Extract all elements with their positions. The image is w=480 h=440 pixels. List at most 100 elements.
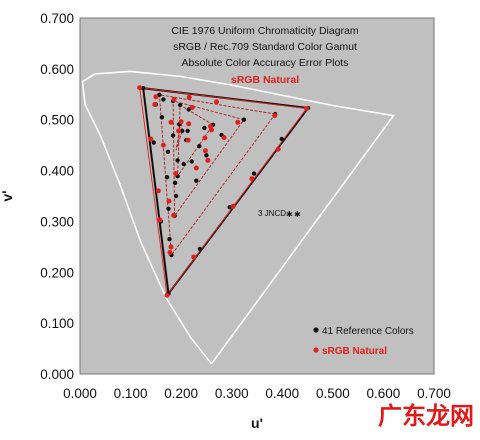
data-points: [137, 85, 311, 298]
title-line-2: sRGB / Rec.709 Standard Color Gamut: [173, 41, 357, 53]
y-tick-label: 0.200: [40, 265, 74, 280]
title-line-1: CIE 1976 Uniform Chromaticity Diagram: [171, 25, 359, 37]
watermark-text: 广东龙网: [378, 402, 474, 430]
reference-point: [251, 171, 257, 176]
srgb-natural-point: [171, 96, 177, 102]
y-tick-label: 0.700: [40, 11, 74, 26]
reference-point: [279, 136, 284, 142]
reference-point: [175, 158, 180, 163]
reference-point: [204, 153, 209, 158]
gamut-triangles: [139, 87, 310, 297]
srgb-natural-point: [168, 119, 174, 125]
srgb-natural-point: [178, 119, 184, 125]
srgb-natural-point: [214, 99, 219, 105]
srgb-natural-point: [185, 137, 191, 143]
reference-point: [157, 92, 162, 98]
srgb-natural-point: [171, 212, 177, 218]
legend-label-reference: 41 Reference Colors: [322, 326, 414, 337]
y-tick-label: 0.400: [40, 164, 74, 179]
reference-point: [241, 117, 247, 122]
x-tick-label: 0.300: [215, 386, 249, 401]
x-tick-label: 0.400: [265, 386, 299, 401]
legend-label-srgb: sRGB Natural: [322, 346, 387, 357]
reference-point: [170, 133, 176, 138]
srgb-natural-point: [304, 106, 310, 111]
reference-point: [197, 246, 203, 252]
x-tick-label: 0.100: [114, 386, 148, 401]
srgb-natural-point: [249, 176, 255, 182]
srgb-natural-point: [221, 135, 227, 140]
locus-line: [81, 70, 395, 365]
srgb-natural-point: [189, 105, 195, 110]
legend-marker-srgb: [313, 347, 319, 353]
srgb-natural-point: [209, 127, 214, 133]
reference-point: [166, 206, 171, 211]
y-tick-label: 0.500: [40, 113, 74, 128]
srgb-natural-point: [157, 217, 163, 223]
srgb-natural-point: [160, 142, 166, 148]
gamut-triangle: [175, 119, 183, 151]
reference-point: [173, 193, 179, 199]
title-highlight: sRGB Natural: [231, 74, 299, 86]
tick-labels: 0.000 0.100 0.200 0.300 0.400 0.500 0.600 0.700…: [40, 11, 451, 401]
chart-title: CIE 1976 Uniform Chromaticity Diagram sR…: [171, 25, 359, 86]
y-axis-label: v': [0, 190, 15, 201]
reference-point: [165, 149, 171, 154]
jncd-annotation: 3 JNCD: [258, 209, 286, 218]
reference-point: [181, 161, 186, 167]
srgb-natural-point: [152, 102, 158, 107]
srgb-natural-point: [230, 203, 236, 209]
srgb-natural-point: [155, 188, 161, 194]
legend: 41 Reference Colors sRGB Natural: [313, 326, 414, 357]
srgb-natural-point: [202, 148, 208, 154]
srgb-natural-point: [205, 157, 211, 163]
srgb-natural-point: [235, 119, 241, 125]
reference-point: [202, 125, 207, 131]
srgb-natural-point: [168, 244, 174, 250]
reference-point: [197, 144, 202, 149]
reference-point: [185, 128, 190, 134]
srgb-natural-point: [272, 113, 278, 119]
srgb-natural-point: [275, 146, 281, 152]
srgb-natural-point: [166, 198, 172, 204]
reference-point: [172, 180, 178, 185]
srgb-natural-point: [202, 135, 208, 141]
x-tick-label: 0.700: [417, 386, 451, 401]
y-tick-label: 0.100: [40, 316, 74, 331]
reference-point: [177, 102, 183, 108]
srgb-natural-point: [186, 94, 192, 100]
x-axis-label: u': [251, 415, 263, 431]
srgb-natural-point: [193, 165, 199, 171]
gamut-triangle: [158, 94, 276, 257]
srgb-natural-point: [191, 254, 197, 260]
srgb-natural-point: [148, 136, 154, 142]
y-tick-label: 0.600: [40, 62, 74, 77]
gamut-triangle: [172, 100, 245, 218]
srgb-natural-point: [186, 121, 192, 127]
srgb-natural-point: [137, 85, 143, 91]
legend-marker-reference: [313, 327, 319, 333]
reference-point: [186, 107, 191, 112]
reference-point: [159, 115, 165, 120]
x-tick-label: 0.200: [164, 386, 198, 401]
gamut-triangle: [139, 87, 308, 297]
jncd-marker-1: ✱: [286, 210, 293, 219]
y-tick-label: 0.300: [40, 214, 74, 229]
reference-point: [167, 237, 172, 242]
y-tick-label: 0.000: [40, 367, 74, 382]
x-tick-label: 0.600: [367, 386, 401, 401]
x-tick-label: 0.000: [63, 386, 97, 401]
jncd-marker-2: ✱: [294, 210, 301, 219]
x-tick-label: 0.500: [316, 386, 350, 401]
srgb-natural-point: [173, 171, 179, 177]
reference-point: [189, 159, 194, 164]
reference-point: [151, 140, 156, 145]
srgb-natural-point: [167, 250, 173, 255]
reference-point: [180, 128, 185, 134]
srgb-natural-point: [164, 292, 170, 298]
plot-background: [79, 17, 435, 375]
reference-point: [164, 175, 170, 180]
srgb-natural-point: [176, 128, 182, 134]
title-line-3: Absolute Color Accuracy Error Plots: [182, 57, 349, 69]
